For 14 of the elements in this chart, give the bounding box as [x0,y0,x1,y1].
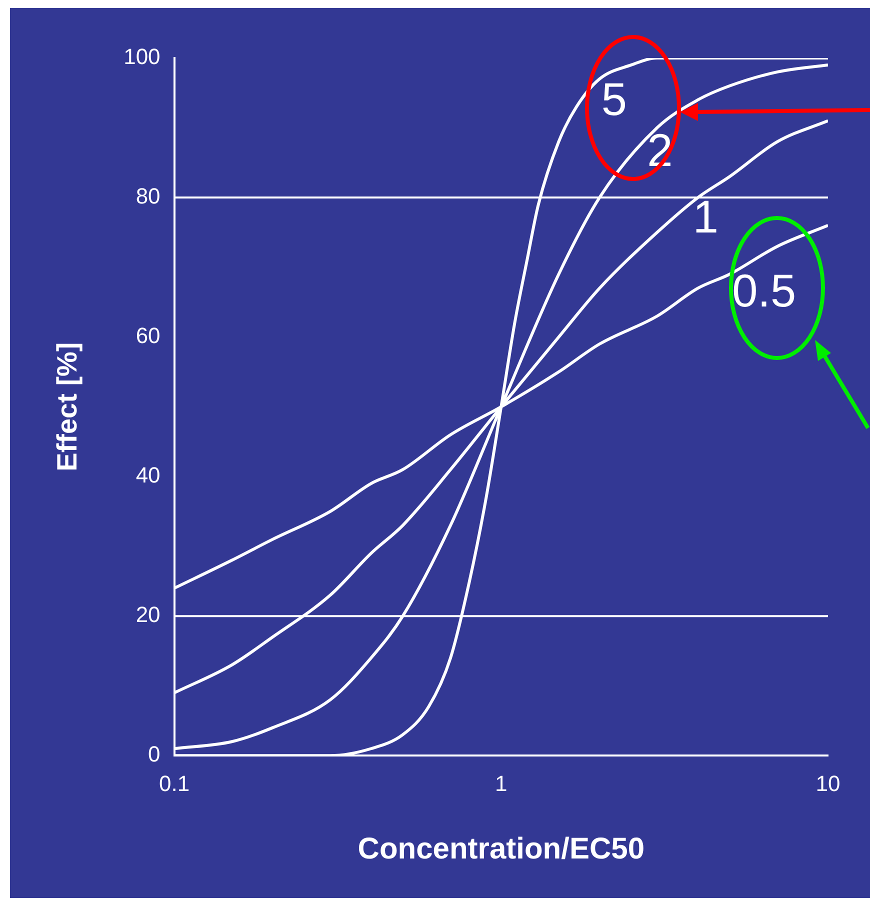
y-tick-label: 60 [136,323,160,348]
x-axis-title: Concentration/EC50 [358,832,645,866]
y-tick-label: 100 [124,44,160,70]
x-tick-label: 10 [816,770,840,796]
x-tick-label: 0.1 [159,770,190,796]
y-tick-label: 0 [148,742,160,767]
y-axis-title: Effect [%] [52,342,83,472]
y-tick-label: 40 [136,462,160,488]
series-label: 5 [601,73,627,126]
y-tick-label: 20 [136,602,160,628]
y-tick-label: 80 [136,184,160,209]
series-label: 1 [692,190,718,243]
series-label: 0.5 [732,264,796,316]
x-tick-label: 1 [495,770,508,796]
